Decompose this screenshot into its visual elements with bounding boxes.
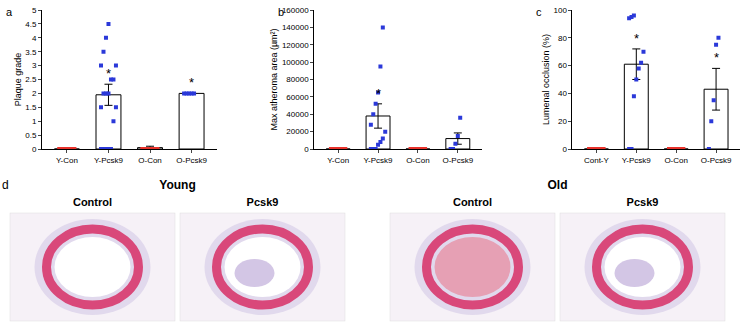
svg-text:4.5: 4.5: [25, 20, 37, 29]
svg-text:Y-Pcsk9: Y-Pcsk9: [364, 156, 394, 165]
svg-text:Pcsk9: Pcsk9: [247, 196, 279, 208]
svg-text:d: d: [2, 178, 9, 192]
svg-text:*: *: [376, 86, 381, 101]
svg-text:a: a: [6, 6, 13, 18]
svg-text:1: 1: [32, 117, 37, 126]
svg-text:3: 3: [32, 61, 37, 70]
svg-text:O-Con: O-Con: [406, 156, 430, 165]
svg-text:Plaque grade: Plaque grade: [13, 53, 23, 107]
svg-text:*: *: [634, 31, 639, 46]
svg-text:O-Pcsk9: O-Pcsk9: [442, 156, 473, 165]
svg-text:1.5: 1.5: [25, 103, 37, 112]
svg-text:c: c: [536, 6, 542, 18]
svg-text:O-Con: O-Con: [138, 156, 162, 165]
svg-text:Y-Pcsk9: Y-Pcsk9: [94, 156, 124, 165]
svg-text:100000: 100000: [282, 58, 309, 67]
svg-text:80: 80: [558, 34, 567, 43]
svg-text:Control: Control: [453, 196, 492, 208]
svg-text:Pcsk9: Pcsk9: [627, 196, 659, 208]
svg-text:20: 20: [558, 117, 567, 126]
svg-text:0: 0: [304, 145, 309, 154]
svg-text:O-Pcsk9: O-Pcsk9: [176, 156, 207, 165]
svg-text:Max atheroma area (µm²): Max atheroma area (µm²): [269, 28, 279, 130]
svg-text:4: 4: [32, 34, 37, 43]
svg-text:5: 5: [32, 6, 37, 15]
svg-text:60000: 60000: [286, 93, 309, 102]
svg-text:Y-Con: Y-Con: [56, 156, 78, 165]
svg-text:2: 2: [32, 89, 37, 98]
svg-text:Control: Control: [73, 196, 112, 208]
svg-text:Young: Young: [159, 178, 195, 192]
svg-text:40: 40: [558, 89, 567, 98]
svg-text:40000: 40000: [286, 110, 309, 119]
svg-text:80000: 80000: [286, 75, 309, 84]
svg-text:2.5: 2.5: [25, 75, 37, 84]
svg-text:Cont-Y: Cont-Y: [584, 156, 610, 165]
svg-text:Lumenal occlusion (%): Lumenal occlusion (%): [541, 34, 551, 125]
svg-text:O-Con: O-Con: [664, 156, 688, 165]
svg-text:*: *: [189, 75, 194, 90]
svg-text:0: 0: [562, 145, 567, 154]
svg-text:Old: Old: [548, 178, 568, 192]
svg-text:100: 100: [554, 6, 568, 15]
svg-text:140000: 140000: [282, 23, 309, 32]
svg-text:120000: 120000: [282, 41, 309, 50]
svg-text:0: 0: [32, 145, 37, 154]
svg-text:*: *: [106, 66, 111, 81]
svg-text:*: *: [714, 50, 719, 65]
svg-text:60: 60: [558, 61, 567, 70]
svg-text:Y-Pcsk9: Y-Pcsk9: [622, 156, 652, 165]
svg-text:20000: 20000: [286, 127, 309, 136]
svg-text:3.5: 3.5: [25, 48, 37, 57]
svg-text:O-Pcsk9: O-Pcsk9: [701, 156, 732, 165]
svg-text:0.5: 0.5: [25, 131, 37, 140]
svg-text:160000: 160000: [282, 6, 309, 15]
svg-text:Y-Con: Y-Con: [327, 156, 349, 165]
svg-text:b: b: [278, 6, 284, 18]
